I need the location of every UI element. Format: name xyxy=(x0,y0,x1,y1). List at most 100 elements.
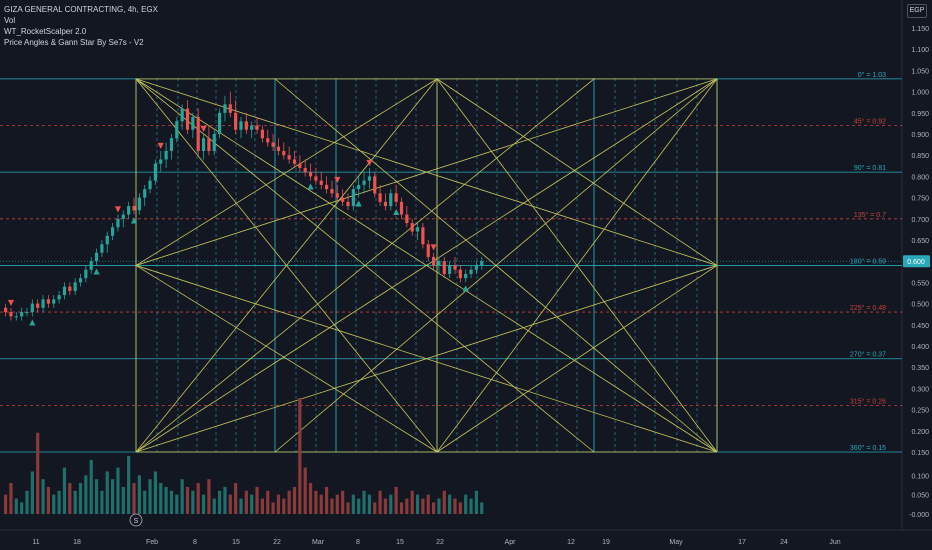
candle-body xyxy=(442,261,446,274)
candle-body xyxy=(287,155,291,160)
price-tick-label: 0.050 xyxy=(911,493,929,500)
candle-body xyxy=(474,265,478,270)
volume-bar xyxy=(330,498,334,514)
volume-bar xyxy=(367,494,371,514)
volume-bar xyxy=(469,498,473,514)
price-tick-label: 1.150 xyxy=(911,26,929,33)
volume-bar xyxy=(260,498,264,514)
volume-indicator-label[interactable]: Vol xyxy=(4,16,16,25)
volume-bar xyxy=(30,471,34,514)
candle-body xyxy=(357,184,361,190)
price-tick-label: 0.650 xyxy=(911,238,929,245)
candle-body xyxy=(78,278,83,283)
price-tick-label: 0.450 xyxy=(911,323,929,330)
buy-signal-icon: ▲ xyxy=(131,216,138,225)
candle-body xyxy=(276,146,281,151)
time-tick-label: 11 xyxy=(32,539,39,546)
candle-body xyxy=(426,244,430,257)
volume-bar xyxy=(52,494,56,514)
rocket-scalper-indicator-label[interactable]: WT_RocketScalper 2.0 xyxy=(4,27,87,36)
candle-body xyxy=(325,184,329,190)
volume-bar xyxy=(41,479,45,514)
volume-bar xyxy=(25,490,29,514)
volume-bar xyxy=(325,486,329,514)
volume-bar xyxy=(164,486,168,514)
volume-bar xyxy=(394,486,398,514)
gann-level-label: 315° = 0.26 xyxy=(850,397,886,405)
price-tick-label: 0.250 xyxy=(911,408,929,415)
candle-body xyxy=(464,273,468,279)
gann-angle-line xyxy=(135,78,438,453)
time-tick-label: 24 xyxy=(780,539,788,546)
volume-bar xyxy=(480,502,484,514)
price-tick-label: 0.900 xyxy=(911,132,929,139)
gann-level-label: 135° = 0.7 xyxy=(854,211,886,219)
candle-body xyxy=(453,265,457,270)
time-tick-label: 15 xyxy=(396,539,404,546)
candle-body xyxy=(143,189,147,198)
volume-bar xyxy=(426,494,430,514)
time-tick-label: 19 xyxy=(602,539,610,546)
volume-bar xyxy=(180,479,184,514)
volume-bar xyxy=(62,467,67,514)
candle-body xyxy=(448,265,452,274)
gann-level-label: 225° = 0.48 xyxy=(850,304,886,312)
candle-body xyxy=(20,312,24,317)
candle-body xyxy=(244,121,248,130)
volume-bar xyxy=(94,479,99,514)
volume-bar xyxy=(308,483,313,514)
candle-body xyxy=(100,244,104,253)
volume-bar xyxy=(207,479,211,514)
volume-bar xyxy=(132,483,136,514)
sell-signal-icon: ▼ xyxy=(366,158,373,167)
time-tick-label: Feb xyxy=(146,539,158,546)
candle-body xyxy=(94,252,99,262)
candle-body xyxy=(335,193,339,198)
last-price-value: 0.600 xyxy=(907,259,925,266)
volume-bar xyxy=(4,494,8,514)
price-tick-label: 0.950 xyxy=(911,111,929,118)
candle-body xyxy=(341,197,345,202)
volume-bar xyxy=(239,498,243,514)
candle-body xyxy=(314,176,318,181)
volume-bar xyxy=(250,494,254,514)
buy-signal-icon: ▲ xyxy=(307,182,314,191)
volume-bar xyxy=(159,483,163,514)
candle-body xyxy=(201,138,206,151)
split-marker-label: S xyxy=(134,518,139,525)
time-tick-label: 8 xyxy=(193,539,197,546)
volume-bar xyxy=(20,502,24,514)
gann-level-label: 90° = 0.81 xyxy=(854,164,886,172)
volume-bar xyxy=(89,459,93,514)
volume-bar xyxy=(143,490,147,514)
volume-bar xyxy=(191,490,195,514)
sell-signal-icon: ▼ xyxy=(158,141,165,150)
candle-body xyxy=(432,256,436,266)
time-tick-label: 18 xyxy=(73,539,81,546)
candle-body xyxy=(266,138,270,143)
gann-angle-line xyxy=(436,78,718,453)
candle-body xyxy=(421,227,425,245)
last-price-badge xyxy=(903,255,930,268)
volume-bar xyxy=(196,483,200,514)
price-tick-label: 0.500 xyxy=(911,302,929,309)
candle-body xyxy=(164,150,168,160)
volume-bar xyxy=(234,483,238,514)
chart-legend: GIZA GENERAL CONTRACTING, 4h, EGX Vol WT… xyxy=(4,4,158,48)
price-tick-label: 0.800 xyxy=(911,174,929,181)
candle-body xyxy=(480,261,484,266)
candle-body xyxy=(52,299,56,304)
volume-bar xyxy=(212,498,216,514)
candle-body xyxy=(373,176,377,194)
sell-signal-icon: ▼ xyxy=(8,298,15,307)
gann-star-indicator-label[interactable]: Price Angles & Gann Star By Se7s - V2 xyxy=(4,38,144,47)
volume-bar xyxy=(453,498,457,514)
symbol-title[interactable]: GIZA GENERAL CONTRACTING, 4h, EGX xyxy=(4,5,158,14)
volume-bar xyxy=(137,475,141,514)
candle-body xyxy=(207,138,211,151)
volume-bar xyxy=(148,479,152,514)
candle-body xyxy=(362,180,366,185)
currency-badge[interactable]: EGP xyxy=(907,4,927,18)
volume-bar xyxy=(410,490,414,514)
